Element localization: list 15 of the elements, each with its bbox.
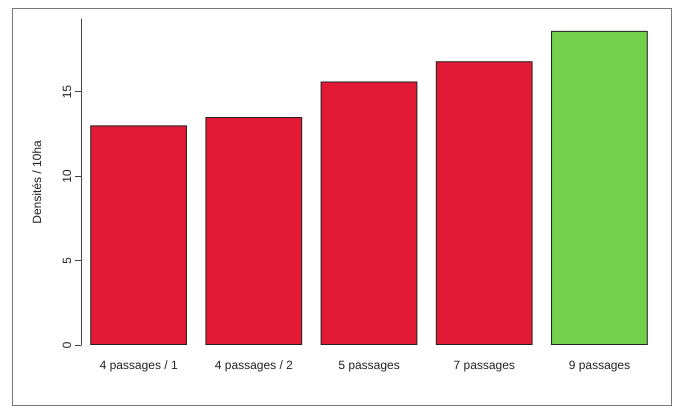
x-tick-label: 5 passages [338, 358, 400, 372]
y-tick-label: 10 [60, 169, 74, 183]
bar [320, 81, 418, 345]
y-tick-label: 5 [60, 256, 74, 264]
x-tick-label: 7 passages [454, 358, 515, 372]
bar [205, 116, 302, 345]
y-axis-title: Densités / 10ha [30, 140, 44, 224]
x-tick-label: 4 passages / 1 [100, 358, 178, 372]
x-tick-label: 4 passages / 2 [214, 358, 294, 372]
x-tick-label: 9 passages [568, 358, 630, 372]
bar [551, 30, 648, 345]
bar [436, 61, 533, 345]
y-tick-label: 0 [60, 341, 74, 348]
bar [90, 125, 187, 345]
y-tick-label: 15 [60, 84, 74, 98]
